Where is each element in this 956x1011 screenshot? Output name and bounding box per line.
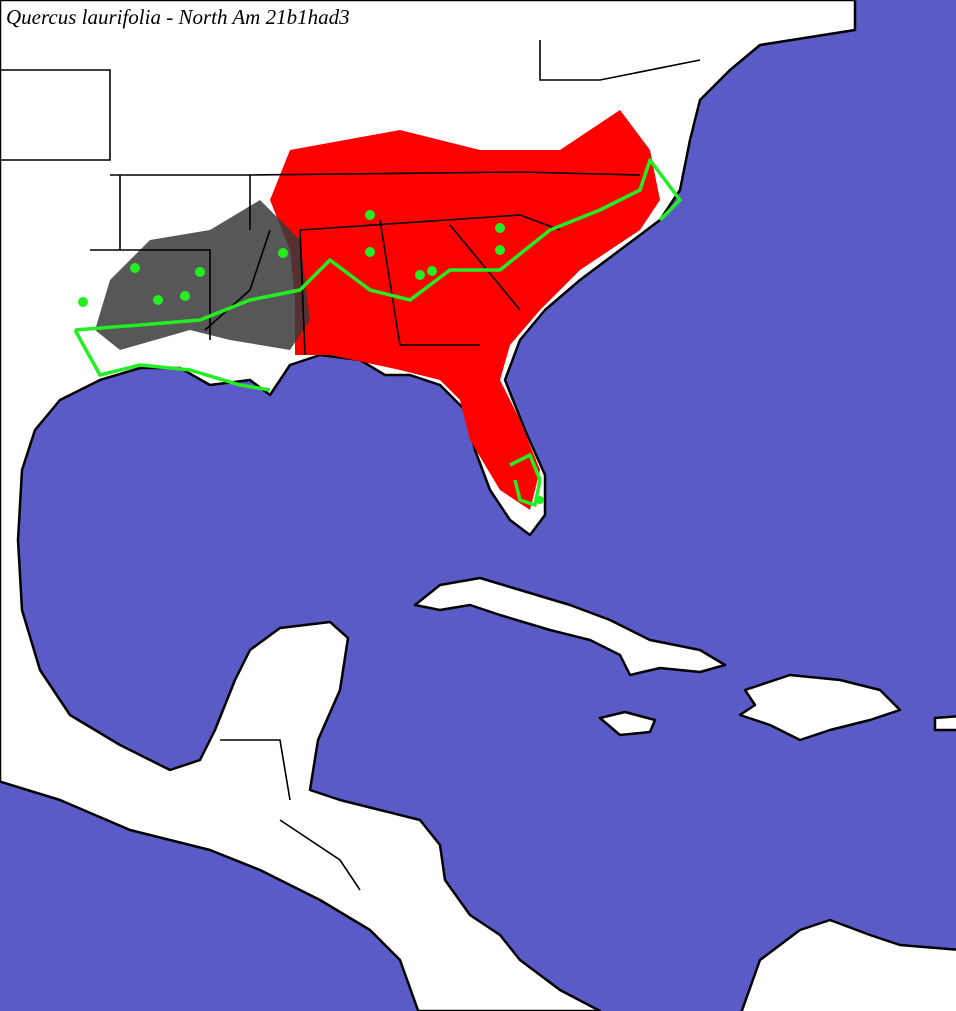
range-area — [270, 110, 660, 510]
range-limit — [74, 158, 682, 332]
jamaica — [598, 710, 657, 737]
hispaniola — [738, 673, 902, 742]
south-america — [740, 918, 956, 1011]
puerto-rico — [933, 715, 956, 732]
outlier-points — [78, 210, 544, 504]
map-title: Quercus laurifolia - North Am 21b1had3 — [6, 5, 350, 29]
cuba — [413, 576, 727, 677]
pacific-ocean — [0, 780, 420, 1011]
state-borders — [0, 40, 701, 891]
coastal-limit — [73, 329, 271, 392]
florida-limit — [509, 453, 542, 507]
